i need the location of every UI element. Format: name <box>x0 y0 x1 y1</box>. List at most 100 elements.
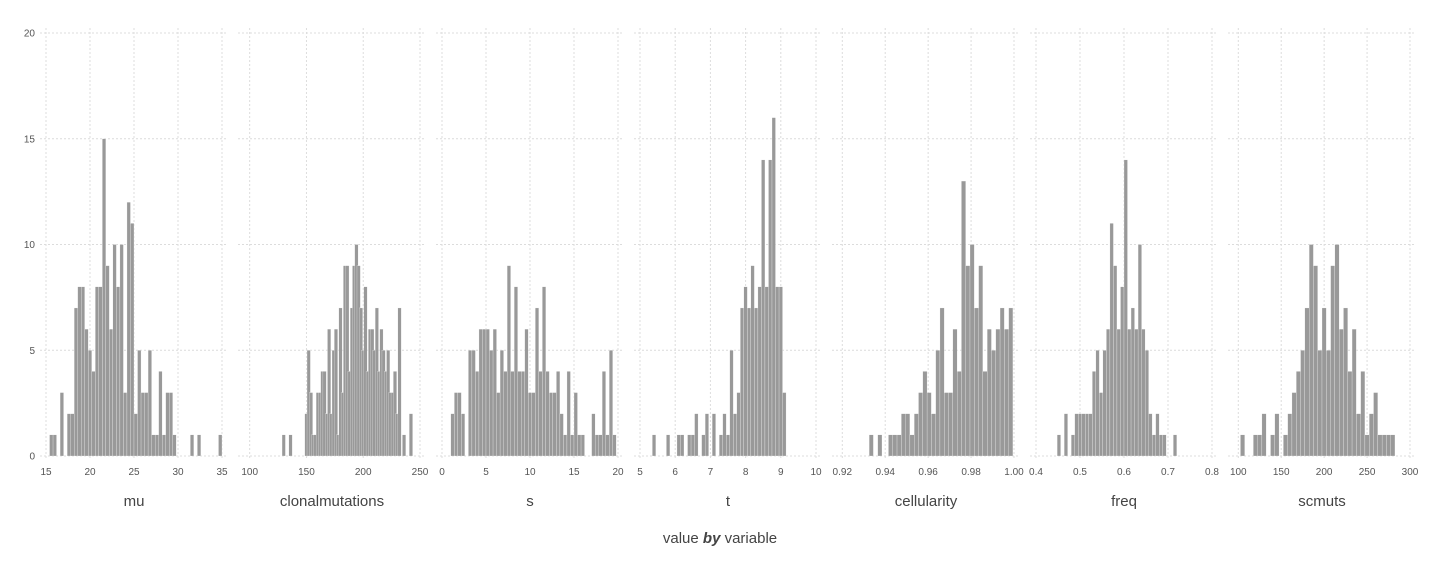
histogram-bar <box>1253 434 1258 457</box>
histogram-bar <box>334 328 338 457</box>
histogram-bar <box>1351 328 1357 457</box>
histogram-bar <box>1330 265 1336 457</box>
y-tick-label: 5 <box>29 346 35 357</box>
x-tick-label: 20 <box>612 467 624 478</box>
histogram-bar <box>1078 413 1082 457</box>
x-tick-label: 8 <box>743 467 749 478</box>
histogram-bar <box>909 434 915 457</box>
histogram-bar <box>95 286 99 457</box>
histogram-bar <box>956 371 962 457</box>
x-tick-label: 0.5 <box>1073 467 1087 478</box>
x-tick-label: 100 <box>1230 467 1247 478</box>
histogram-bar <box>147 350 152 457</box>
histogram-bar <box>77 286 82 457</box>
x-tick-label: 0.8 <box>1205 467 1219 478</box>
histogram-bar <box>969 244 975 457</box>
panel-clonalmutations: 100 150 200 250 clonalmutations <box>238 28 429 510</box>
histogram-bar <box>712 413 716 457</box>
histogram-bar <box>914 413 919 457</box>
histogram-bar <box>1144 350 1149 457</box>
histogram-bar <box>542 286 546 457</box>
y-tick-label: 20 <box>24 29 36 40</box>
histogram-bar <box>1343 307 1348 457</box>
histogram-bar <box>1296 371 1301 457</box>
histogram-bar <box>1116 328 1121 457</box>
x-tick-label: 0.7 <box>1161 467 1175 478</box>
histogram-bar <box>165 392 170 457</box>
histogram-bar <box>1095 350 1100 457</box>
x-tick-label: 0.6 <box>1117 467 1131 478</box>
histogram-bar <box>59 392 64 457</box>
histogram-bar <box>528 392 532 457</box>
histogram-bar <box>468 350 473 457</box>
x-tick-label: 0.96 <box>918 467 938 478</box>
histogram-bar <box>98 286 103 457</box>
histogram-bar <box>1270 434 1275 457</box>
histogram-bar <box>1130 307 1135 457</box>
histogram-bar <box>521 371 525 457</box>
histogram-bar <box>1085 413 1089 457</box>
histogram-bar <box>66 413 71 457</box>
histogram-bar <box>978 265 984 457</box>
panel-label: scmuts <box>1298 493 1346 510</box>
histogram-bar <box>680 434 685 457</box>
x-axis-label-variable: variable <box>725 530 778 547</box>
panel-label: clonalmutations <box>280 493 384 510</box>
histogram-bar <box>1088 413 1093 457</box>
histogram-bar <box>559 413 564 457</box>
histogram-bar <box>514 286 518 457</box>
histogram-bar <box>761 159 766 457</box>
histogram-bar <box>1313 265 1318 457</box>
histogram-bar <box>1113 265 1118 457</box>
histogram-bar <box>126 202 131 457</box>
histogram-bar <box>736 392 741 457</box>
histogram-bar <box>974 307 979 457</box>
x-tick-label: 200 <box>355 467 372 478</box>
histogram-bar <box>1106 328 1111 457</box>
x-tick-label: 300 <box>1402 467 1419 478</box>
histogram-bar <box>454 392 458 457</box>
histogram-bar <box>687 434 692 457</box>
histogram-bar <box>1099 392 1104 457</box>
histogram-bar <box>782 392 787 457</box>
histogram-bar <box>948 392 953 457</box>
panel-label: cellularity <box>895 493 958 510</box>
histogram-bar <box>922 371 928 457</box>
histogram-bar <box>457 392 462 457</box>
histogram-bar <box>1064 413 1068 457</box>
histogram-bar <box>74 307 78 457</box>
histogram-bar <box>1326 350 1331 457</box>
histogram-bar <box>52 434 57 457</box>
histogram-bar <box>1373 392 1378 457</box>
x-tick-label: 0.94 <box>875 467 895 478</box>
histogram-bar <box>102 138 106 457</box>
histogram-bar <box>987 328 992 457</box>
histogram-bar <box>754 307 759 457</box>
histogram-bar <box>719 434 723 457</box>
histogram-bar <box>397 307 402 457</box>
histogram-bar <box>1377 434 1383 457</box>
x-tick-label: 10 <box>810 467 822 478</box>
x-tick-label: 6 <box>672 467 678 478</box>
histogram-bar <box>944 392 949 457</box>
histogram-bar <box>172 434 177 457</box>
histogram-bar <box>694 413 699 457</box>
histogram-bar <box>1308 244 1314 457</box>
histogram-bar <box>570 434 575 457</box>
histogram-bar <box>190 434 194 457</box>
histogram-bar <box>892 434 898 457</box>
histogram-bar <box>482 328 487 457</box>
histogram-bar <box>499 350 504 457</box>
histogram-bar <box>961 180 966 457</box>
histogram-bar <box>1081 413 1086 457</box>
histogram-bar <box>84 328 89 457</box>
x-tick-label: 200 <box>1316 467 1333 478</box>
histogram-bar <box>1134 328 1139 457</box>
histogram-bar <box>1257 434 1263 457</box>
panel-cellularity: 0.92 0.94 0.96 0.98 1.00 cellularity <box>832 28 1024 510</box>
histogram-bar <box>1321 307 1327 457</box>
histogram-bar <box>598 434 603 457</box>
histogram-bar <box>1071 434 1075 457</box>
histogram-bar <box>563 434 568 457</box>
histogram-bar <box>877 434 883 457</box>
